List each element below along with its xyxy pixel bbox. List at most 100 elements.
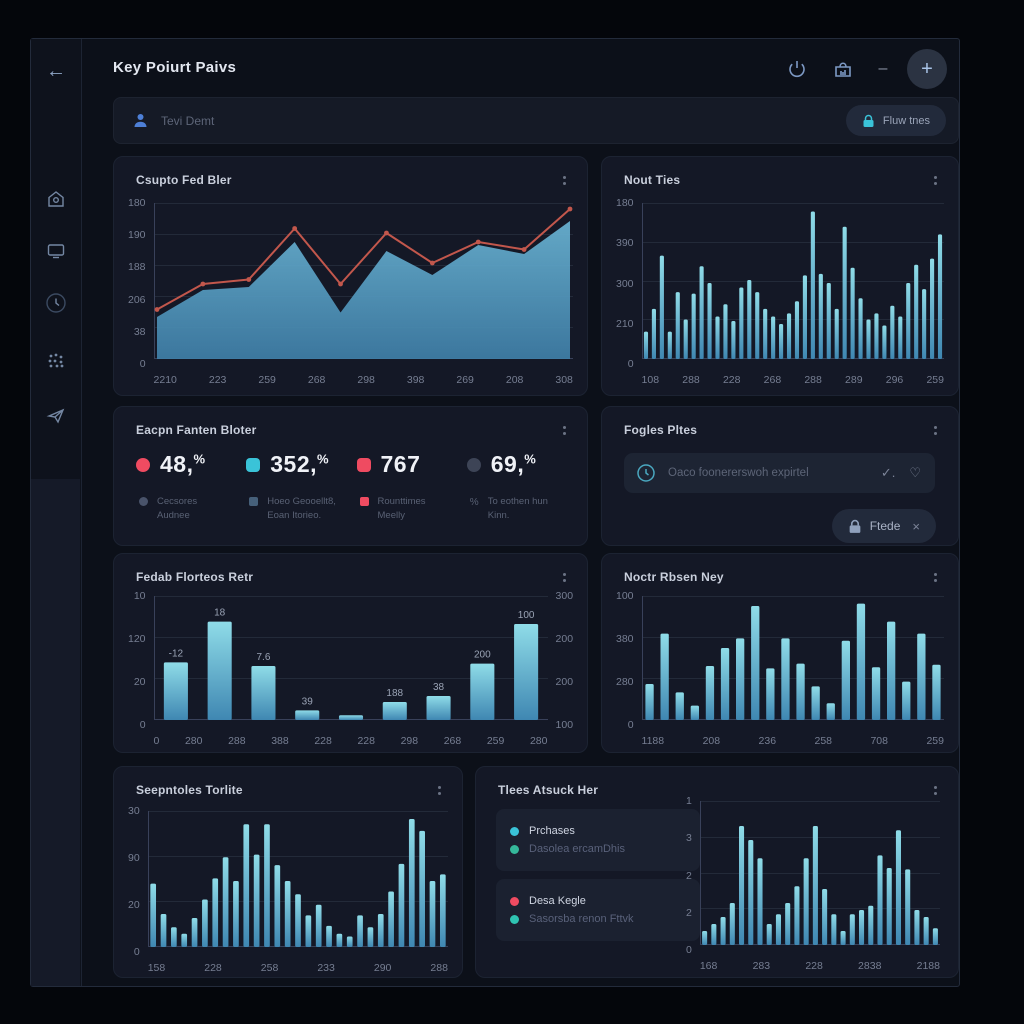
svg-text:38: 38	[433, 682, 445, 693]
panel-menu-button[interactable]	[557, 568, 571, 586]
chart-plot	[699, 801, 940, 950]
lock-icon	[849, 519, 861, 533]
panel-tracks-title: Tlees Atsuck Her	[498, 783, 599, 797]
right-y-axis-labels: 300 200 200 100	[555, 590, 574, 731]
kpi-marker-icon	[356, 457, 371, 472]
kpi-value: 767	[380, 451, 421, 477]
upload-button[interactable]	[829, 55, 857, 83]
search-placeholder: Tevi Demt	[161, 113, 215, 128]
panel-menu-button[interactable]	[928, 568, 942, 586]
legend-label: Prchases	[529, 825, 575, 837]
kpi-sublabel: Hoeo Geooellt8, Eoan Itorieo.	[267, 496, 336, 522]
panel-menu-button[interactable]	[928, 171, 942, 189]
svg-text:200: 200	[474, 650, 491, 661]
sidebar-item-send[interactable]	[31, 395, 81, 435]
chart-plot	[641, 596, 944, 725]
check-icon[interactable]: ✓.	[880, 465, 896, 480]
kpi-marker-icon	[466, 457, 481, 472]
panel-fogles-title: Fogles Pltes	[624, 423, 698, 437]
fogles-input[interactable]: Oaco foonererswoh expirtel ✓. ♡	[624, 453, 935, 493]
sidebar-item-apps[interactable]	[31, 341, 81, 381]
kpi-value: 352,%	[270, 451, 330, 477]
square-marker-icon	[249, 497, 259, 506]
app-frame: ← Key Poiurt Paivs – + Tevi Demt	[30, 38, 960, 987]
panel-seasonal: Seepntoles Torlite 30 90 20 0 158 228 258 233 2…	[113, 766, 463, 978]
kpi-marker-icon	[246, 457, 261, 472]
panel-labeled-title: Fedab Florteos Retr	[136, 570, 254, 584]
x-axis-labels: 2210 223 259 268 298 398 269 208 308	[153, 374, 573, 386]
legend-label: Dasolea ercamDhis	[529, 843, 625, 855]
legend-label: Desa Kegle	[529, 895, 586, 907]
minimize-button[interactable]: –	[878, 60, 888, 77]
kpi-value: 69,%	[490, 451, 537, 477]
sidebar-item-monitor[interactable]	[31, 231, 81, 271]
sidebar-item-home[interactable]	[31, 179, 81, 219]
legend-card: Prchases Dasolea ercamDhis	[496, 809, 700, 871]
kpi-row: 48,% Cecsores Audnee 352,% Hoeo Geooellt8, …	[136, 451, 577, 524]
apps-grid-icon	[48, 353, 64, 368]
percent-icon: %	[469, 497, 479, 508]
lock-icon	[863, 114, 874, 127]
back-arrow-icon[interactable]: ←	[46, 59, 66, 82]
matrix-chart: 100 380 280 0 1188 208 236 258 708 259	[616, 590, 944, 747]
panel-trend: Csupto Fed Bler 180 190 188 206 38 0 2210 223 2…	[113, 156, 588, 396]
clock-icon	[637, 464, 655, 482]
kpi-item: 767 Rounttimes Meelly	[356, 451, 467, 524]
panel-tracks: Tlees Atsuck Her Prchases Dasolea ercamDh…	[475, 766, 959, 978]
heart-icon[interactable]: ♡	[909, 465, 921, 480]
legend-label: Sasorsba renon Fttvk	[529, 913, 634, 925]
legend-dot-icon	[510, 844, 519, 854]
panel-matrix: Noctr Rbsen Ney 100 380 280 0 1188 208 236 258…	[601, 553, 959, 753]
panel-labeled: Fedab Florteos Retr 10 120 20 0 -12 18 7.6 39 1…	[113, 553, 588, 753]
power-icon	[789, 61, 805, 78]
panel-menu-button[interactable]	[557, 171, 571, 189]
legend-dot-icon	[510, 896, 519, 906]
add-button[interactable]: +	[907, 49, 947, 89]
sidebar-lower-section	[31, 479, 80, 986]
y-axis-labels: 180 190 188 206 38 0	[128, 197, 146, 370]
home-icon	[48, 191, 64, 207]
sidebar-item-history[interactable]	[31, 283, 81, 323]
seasonal-chart: 30 90 20 0 158 228 258 233 290 288	[128, 805, 448, 974]
panel-kpis-title: Eacpn Fanten Bloter	[136, 423, 257, 437]
panel-menu-button[interactable]	[928, 781, 942, 799]
chart-plot	[153, 203, 573, 364]
flow-ties-label: Fluw tnes	[882, 114, 930, 127]
person-icon	[134, 114, 147, 127]
power-button[interactable]	[783, 55, 811, 83]
panel-menu-button[interactable]	[557, 421, 571, 439]
close-icon[interactable]: ×	[912, 518, 920, 534]
svg-text:100: 100	[517, 610, 534, 621]
x-axis-labels: 1188 208 236 258 708 259	[641, 735, 944, 747]
kpi-sublabel: To eothen hun Kinn.	[487, 496, 548, 522]
kpi-value: 48,%	[160, 451, 206, 477]
panel-menu-button[interactable]	[928, 421, 942, 439]
chart-plot: -12 18 7.6 39 188 38 200 100	[153, 596, 548, 725]
kpi-item: 352,% Hoeo Geooellt8, Eoan Itorieo.	[246, 451, 356, 524]
ftede-button[interactable]: Ftede ×	[831, 509, 936, 543]
panel-menu-button[interactable]	[432, 781, 446, 799]
search-bar[interactable]: Tevi Demt Fluw tnes	[113, 97, 959, 144]
svg-text:18: 18	[214, 608, 226, 619]
svg-text:-12: -12	[168, 648, 183, 659]
page-title: Key Poiurt Paivs	[113, 59, 237, 76]
svg-text:188: 188	[386, 688, 403, 699]
send-icon	[46, 408, 65, 424]
y-axis-labels: 30 90 20 0	[128, 805, 140, 958]
panel-fogles: Fogles Pltes Oaco foonererswoh expirtel …	[601, 406, 959, 546]
legend-dot-icon	[510, 826, 519, 836]
chart-plot	[641, 203, 944, 364]
x-axis-labels: 158 228 258 233 290 288	[147, 962, 448, 974]
trend-chart: 180 190 188 206 38 0 2210 223 259 268 298 398 269 20…	[128, 197, 573, 386]
x-axis-labels: 0 280 288 388 228 228 298 268 259 280	[153, 735, 548, 747]
flow-ties-button[interactable]: Fluw tnes	[845, 105, 946, 136]
x-axis-labels: 168 283 228 2838 2188	[699, 960, 940, 972]
y-axis-labels: 10 120 20 0	[128, 590, 146, 731]
y-axis-labels: 180 390 300 210 0	[616, 197, 634, 370]
kpi-item: 69,%% To eothen hun Kinn.	[466, 451, 577, 524]
fogles-placeholder: Oaco foonererswoh expirtel	[668, 467, 809, 479]
panel-seasonal-title: Seepntoles Torlite	[136, 783, 243, 797]
upload-icon	[835, 62, 851, 77]
